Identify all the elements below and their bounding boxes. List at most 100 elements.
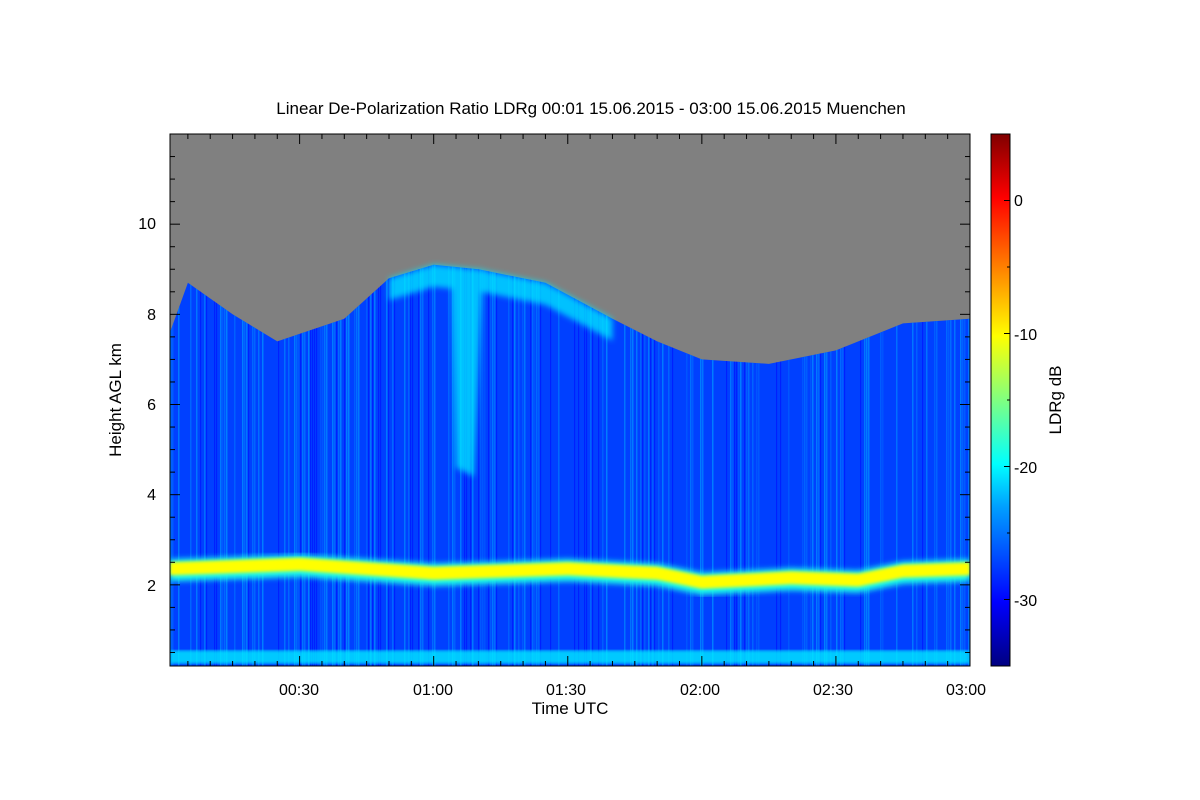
signal-streak — [514, 264, 516, 666]
signal-streak — [636, 264, 638, 666]
signal-streak — [206, 264, 208, 666]
signal-streak — [602, 264, 604, 666]
signal-streak — [950, 264, 952, 666]
signal-streak — [654, 264, 656, 666]
signal-streak — [540, 264, 542, 666]
signal-streak — [522, 264, 524, 666]
signal-streak — [922, 264, 924, 666]
signal-streak — [816, 264, 818, 666]
signal-streak — [748, 264, 750, 666]
signal-streak — [812, 264, 814, 666]
signal-streak — [480, 264, 482, 666]
signal-streak — [788, 264, 790, 666]
signal-streak — [214, 264, 216, 666]
signal-streak — [344, 264, 346, 666]
signal-streak — [912, 264, 914, 666]
signal-streak — [254, 264, 256, 666]
signal-streak — [248, 264, 250, 666]
signal-streak — [378, 264, 380, 666]
signal-streak — [244, 264, 246, 666]
signal-streak — [642, 264, 644, 666]
signal-streak — [420, 264, 422, 666]
chart-title: Linear De-Polarization Ratio LDRg 00:01 … — [276, 99, 905, 118]
signal-streak — [370, 264, 372, 666]
signal-streak — [488, 264, 490, 666]
x-tick-label: 01:30 — [546, 682, 586, 699]
signal-streak — [818, 264, 820, 666]
signal-streak — [802, 264, 804, 666]
signal-streak — [508, 264, 510, 666]
signal-streak — [962, 264, 964, 666]
signal-streak — [756, 264, 758, 666]
cirrus-fallstreak — [389, 264, 613, 477]
signal-streak — [448, 264, 450, 666]
x-tick-label: 02:30 — [813, 682, 853, 699]
signal-streak — [534, 264, 536, 666]
signal-streak — [574, 264, 576, 666]
signal-streak — [302, 264, 304, 666]
signal-streak — [960, 264, 962, 666]
signal-streak — [258, 264, 260, 666]
signal-streak — [624, 264, 626, 666]
signal-streak — [946, 264, 948, 666]
signal-streak — [340, 264, 342, 666]
signal-streak — [348, 264, 350, 666]
signal-streak — [356, 264, 358, 666]
x-tick-label: 00:30 — [279, 682, 319, 699]
signal-streak — [864, 264, 866, 666]
signal-streak — [806, 264, 808, 666]
signal-streak — [190, 264, 192, 666]
signal-streak — [840, 264, 842, 666]
signal-streak — [668, 264, 670, 666]
axis-ticks — [170, 134, 971, 666]
signal-streak — [672, 264, 674, 666]
signal-streak — [644, 264, 646, 666]
signal-streak — [312, 264, 314, 666]
signal-streak — [530, 264, 532, 666]
plot-frame — [169, 133, 971, 667]
signal-streak — [304, 264, 306, 666]
signal-streak — [336, 264, 338, 666]
y-tick-label: 6 — [147, 397, 156, 414]
signal-streak — [326, 264, 328, 666]
signal-streak — [422, 264, 424, 666]
signal-streak — [524, 264, 526, 666]
signal-streak — [216, 264, 218, 666]
x-tick-label: 02:00 — [680, 682, 720, 699]
signal-streak — [284, 264, 286, 666]
colorbar-tick-label: 0 — [1014, 193, 1023, 210]
signal-streak — [354, 264, 356, 666]
signal-streak — [726, 264, 728, 666]
signal-streak — [836, 264, 838, 666]
signal-streak — [752, 264, 754, 666]
plot-area — [170, 134, 970, 666]
y-axis-label: Height AGL km — [106, 343, 125, 457]
signal-streak — [926, 264, 928, 666]
signal-streak — [320, 264, 322, 666]
signal-streak — [324, 264, 326, 666]
signal-streak — [776, 264, 778, 666]
signal-streak — [178, 264, 180, 666]
signal-streak — [532, 264, 534, 666]
signal-streak — [578, 264, 580, 666]
signal-streak — [386, 264, 388, 666]
signal-streak — [658, 264, 660, 666]
signal-streak — [968, 264, 970, 666]
colorbar: 0 -10 -20 -30 LDRg dB — [990, 133, 1065, 667]
signal-streak — [824, 264, 826, 666]
signal-streak — [298, 264, 300, 666]
signal-streak — [334, 264, 336, 666]
signal-streak — [730, 264, 732, 666]
aerosol-layer-core — [170, 557, 970, 589]
signal-streak — [558, 264, 560, 666]
signal-streak — [632, 264, 634, 666]
y-tick-label: 8 — [147, 307, 156, 324]
signal-streak — [172, 264, 174, 666]
signal-streak — [586, 264, 588, 666]
signal-streak — [758, 264, 760, 666]
signal-streak — [866, 264, 868, 666]
signal-streak — [734, 264, 736, 666]
signal-streak — [592, 264, 594, 666]
signal-streak — [380, 264, 382, 666]
signal-streak — [242, 264, 244, 666]
